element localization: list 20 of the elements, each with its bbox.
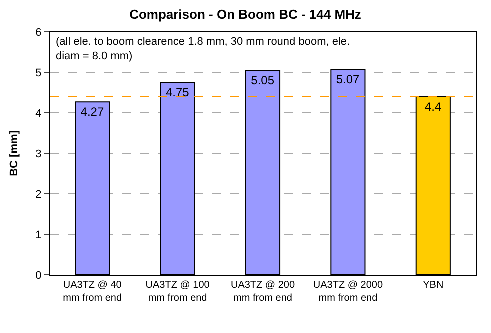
y-tick-label: 4 xyxy=(36,108,42,120)
y-axis-title: BC [mm] xyxy=(8,130,20,176)
data-label: 5.05 xyxy=(251,73,275,88)
x-tick-label: UA3TZ @ 40 mm from end xyxy=(63,280,122,304)
x-tick-label: UA3TZ @ 100 mm from end xyxy=(146,280,210,304)
y-tick-label: 3 xyxy=(36,148,42,160)
annotation: (all ele. to boom clearence 1.8 mm, 30 mm round boom, ele. diam = 8.0 mm) xyxy=(56,36,350,62)
data-label: 4.75 xyxy=(166,86,190,100)
y-tick-label: 2 xyxy=(36,188,42,201)
y-tick-label: 0 xyxy=(36,270,42,282)
y-tick-label: 1 xyxy=(36,229,42,242)
data-label: 4.27 xyxy=(80,105,104,120)
data-label: 4.4 xyxy=(424,100,442,114)
chart-title: Comparison - On Boom BC - 144 MHz xyxy=(130,7,362,22)
y-tick-label: 6 xyxy=(36,26,42,39)
data-label: 5.07 xyxy=(336,72,360,87)
y-tick-label: 5 xyxy=(36,67,42,80)
x-tick-label: UA3TZ @ 200 mm from end xyxy=(230,280,296,304)
x-tick-label: UA3TZ @ 2000 mm from end xyxy=(313,280,384,304)
x-tick-label: YBN xyxy=(423,280,444,291)
